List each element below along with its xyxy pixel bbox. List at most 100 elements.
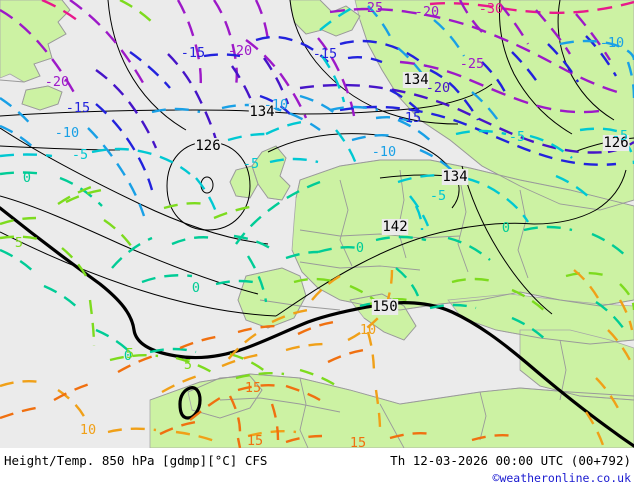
isotherm-0-d [246,255,268,303]
isotherm-5-b [61,247,92,285]
height-contour-russia-c [461,165,553,315]
isotherm-10-d [175,430,219,444]
isotherm--15-k [511,51,541,87]
isotherm-15-n [327,348,365,364]
isotherm-5-g [0,216,37,226]
isotherm--25-e [176,0,202,93]
isotherm--5-b [91,147,191,175]
isotherm-5-c [88,299,96,347]
isotherm-label-5-27: 5 [184,357,192,373]
isotherm--10-o [433,19,466,57]
svg-text:-20: -20 [45,74,69,90]
isotherm--25-c [0,8,78,97]
isotherm-0-k [43,284,81,311]
isotherm--10-q [471,91,503,127]
svg-text:-10: -10 [55,125,79,141]
isotherm-10-n [374,389,382,431]
isotherm--10-g [329,105,379,112]
isotherm-0-v [429,303,477,310]
svg-text:0: 0 [356,240,364,256]
isotherm-10-p [607,329,634,365]
isotherm-0-layer [0,171,629,355]
height-label-halo [194,138,222,154]
isotherm-label--20-6: -20 [426,80,450,96]
isotherm-label-15-32: 15 [350,435,366,448]
isotherm-label-15-31: 15 [247,433,263,448]
isotherm-label--10-12: -10 [264,97,288,113]
isotherm--5-d [269,157,319,164]
isotherm--10-d [151,107,201,114]
isotherm--25-b [399,60,607,114]
border-iberia-s [259,299,341,311]
isotherm-0-j [0,248,37,275]
height-label-halo [381,219,409,235]
isotherm-label--20-3: -20 [415,4,439,20]
isotherm-15-f [189,396,221,421]
svg-text:-5: -5 [430,188,446,204]
isotherm--10-p [375,116,413,124]
isotherm-10-o [311,274,341,301]
isotherm-0-n [375,235,427,242]
temp-label-group: -30 -25 -25 -20 -20 -20 -20 -15 -15 -15 -15 -10 -10 -… [15,0,628,448]
isotherm-0-h [171,236,215,246]
isotherm-5-h [57,184,95,205]
isotherm-label-0-20: 0 [23,170,31,186]
svg-text:-25: -25 [460,56,484,72]
isotherm-label-0-23: 0 [502,220,510,236]
isotherm-10-e [247,430,297,438]
isotherm-label--15-7: -15 [66,100,90,116]
svg-text:-25: -25 [359,0,383,16]
isotherm--25-k [499,3,530,45]
isotherm-label-5-25: 5 [15,235,23,251]
svg-text:126: 126 [195,138,220,154]
thick-contour-150 [0,206,634,448]
isotherm-5-r [511,288,549,315]
isotherm-label--5-17: -5 [509,129,525,145]
isotherm-5-m [299,368,341,389]
isotherm-15-j [236,437,242,448]
isotherm-0-r [317,246,359,254]
thick-height-contour-layer [0,206,634,448]
svg-text:-5: -5 [509,129,525,145]
isotherm-5-l [65,188,103,204]
svg-text:15: 15 [350,435,366,448]
height-contour-label-126-0: 126 [195,138,220,154]
height-label-halo [441,169,469,185]
height-contour-label-134-4: 134 [442,169,467,185]
footer-parameter-label: Height/Temp. 850 hPa [gdmp][°C] CFS [4,453,268,468]
border-alps [299,229,461,239]
map-footer: Height/Temp. 850 hPa [gdmp][°C] CFS Th 1… [0,448,634,490]
border-russia-w [517,189,529,279]
border-morocco-e [299,377,309,448]
isotherm-10-c [107,427,157,434]
isotherm--20-a [299,83,607,154]
isotherm--20-e [263,57,290,105]
isotherm-10-i [347,317,379,342]
isotherm-10-a [0,380,41,388]
isotherm--15-layer [95,35,618,191]
isotherm-label--5-15: -5 [72,147,88,163]
isotherm-label--5-19: -5 [612,128,628,144]
isotherm-label-5-26: 5 [126,346,134,362]
isotherm-label--25-1: -25 [359,0,383,16]
isotherm-label--5-18: -5 [430,188,446,204]
border-levant-e [559,339,567,401]
svg-text:15: 15 [247,433,263,448]
svg-text:-10: -10 [372,144,396,160]
svg-text:5: 5 [184,357,192,373]
weather-map-canvas[interactable]: 126 126 134 134 134 142 150 -30 -25 -25 -20 -20 -20… [0,0,634,448]
border-maghreb [219,397,341,413]
isotherm-10-b [57,389,88,421]
height-contour-142 [275,222,535,317]
height-contour-label-126-1: 126 [603,135,628,151]
isotherm--5-a [0,153,53,158]
isotherm-5-layer [0,0,634,389]
isotherm-5-a [0,235,43,242]
isotherm--15-l [547,43,580,83]
svg-text:0: 0 [502,220,510,236]
height-contour-126 [166,141,251,231]
isotherm-label--15-10: -15 [397,110,421,126]
footer-credit-link[interactable]: ©weatheronline.co.uk [492,471,631,485]
isotherm-label-10-28: 10 [80,422,96,438]
isotherm-0-a [0,171,45,176]
